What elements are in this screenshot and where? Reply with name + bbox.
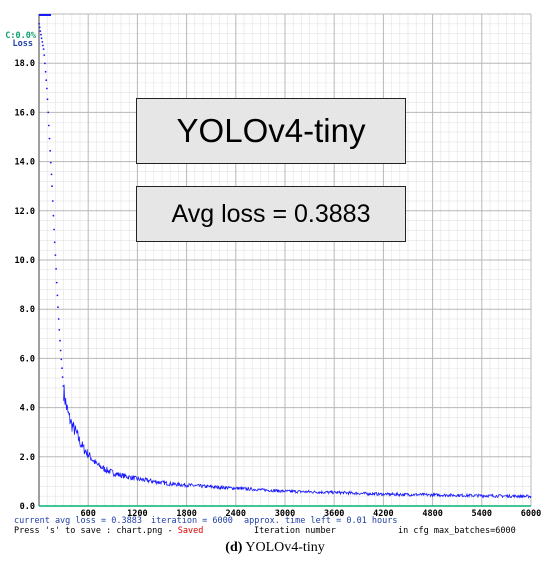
y-tick-label: 16.0 [15,108,35,118]
loss-point [43,54,46,56]
loss-point [57,306,59,309]
loss-line [63,384,532,499]
loss-point [60,358,63,361]
caption-letter: (d) [225,540,243,555]
loss-point [47,124,50,127]
loss-point [46,98,49,101]
loss-point [49,149,52,152]
loss-point [55,268,57,270]
status-current-avg-loss: current avg loss = 0.3883 [14,516,142,526]
x-tick-label: 4800 [422,509,442,519]
y-tick-label: 8.0 [20,305,35,315]
model-name-text: YOLOv4-tiny [176,112,366,149]
y-tick-label: 2.0 [20,453,35,463]
loss-point [55,281,58,284]
y-tick-label: 6.0 [20,354,35,364]
loss-point [38,22,40,25]
loss-point [42,48,45,50]
x-tick-label: 3600 [324,509,344,519]
x-tick-label: 1200 [127,509,147,519]
save-hint-text: Press 's' to save : chart.png - [14,526,178,536]
status-max-batches: in cfg max_batches=6000 [398,526,516,536]
loss-point [51,200,54,202]
y-axis-label: Loss [13,39,33,49]
loss-point [44,70,47,73]
model-name-box: YOLOv4-tiny [136,98,406,164]
loss-point [58,329,61,331]
status-save-hint: Press 's' to save : chart.png - Saved [14,526,203,536]
x-tick-label: 4200 [373,509,393,519]
loss-point [53,241,56,244]
loss-point [56,294,59,297]
loss-point [42,44,44,47]
loss-series [38,22,532,499]
loss-point [53,228,55,231]
loss-point [46,87,48,90]
loss-point [61,367,63,370]
y-tick-label: 18.0 [15,59,35,69]
loss-point [48,137,51,140]
y-tick-label: 4.0 [20,404,35,414]
tick-labels: 600 1200 1800 2400 3000 3600 4200 4800 5400 6000 0… [15,59,542,519]
axes [38,14,531,507]
loss-point [49,161,52,164]
loss-point [52,214,55,217]
loss-point [51,185,53,188]
loss-point [45,79,48,82]
y-tick-label: 0.0 [20,502,35,512]
x-axis-label: Iteration number [254,526,336,536]
accuracy-label: C:0.0% [5,31,37,41]
x-tick-label: 6000 [521,509,541,519]
loss-point [59,349,62,352]
y-tick-label: 12.0 [15,207,35,217]
saved-text: Saved [177,526,204,536]
status-time-left: approx. time left = 0.01 hours [244,516,398,526]
x-tick-label: 2400 [226,509,246,519]
status-iteration: iteration = 6000 [151,516,233,526]
loss-point [39,30,42,32]
x-tick-label: 600 [81,509,96,519]
loss-point [40,33,42,36]
loss-point [41,41,44,43]
loss-point [57,318,60,320]
loss-point [47,111,50,114]
avg-loss-text: Avg loss = 0.3883 [171,199,371,228]
x-tick-label: 5400 [472,509,492,519]
avg-loss-box: Avg loss = 0.3883 [136,186,406,242]
loss-point [59,339,61,342]
loss-point [61,376,64,378]
y-tick-label: 14.0 [15,158,35,168]
caption-text: YOLOv4-tiny [245,540,325,555]
loss-point [50,173,53,176]
x-tick-label: 3000 [275,509,295,519]
loss-point [54,254,57,256]
x-tick-label: 1800 [176,509,196,519]
loss-point [44,62,46,65]
figure-caption: (d) YOLOv4-tiny [0,540,550,556]
loss-chart: 600 1200 1800 2400 3000 3600 4200 4800 5400 6000 0… [5,13,542,519]
loss-point [38,26,41,29]
loss-point [40,37,43,40]
y-tick-label: 10.0 [15,256,35,266]
